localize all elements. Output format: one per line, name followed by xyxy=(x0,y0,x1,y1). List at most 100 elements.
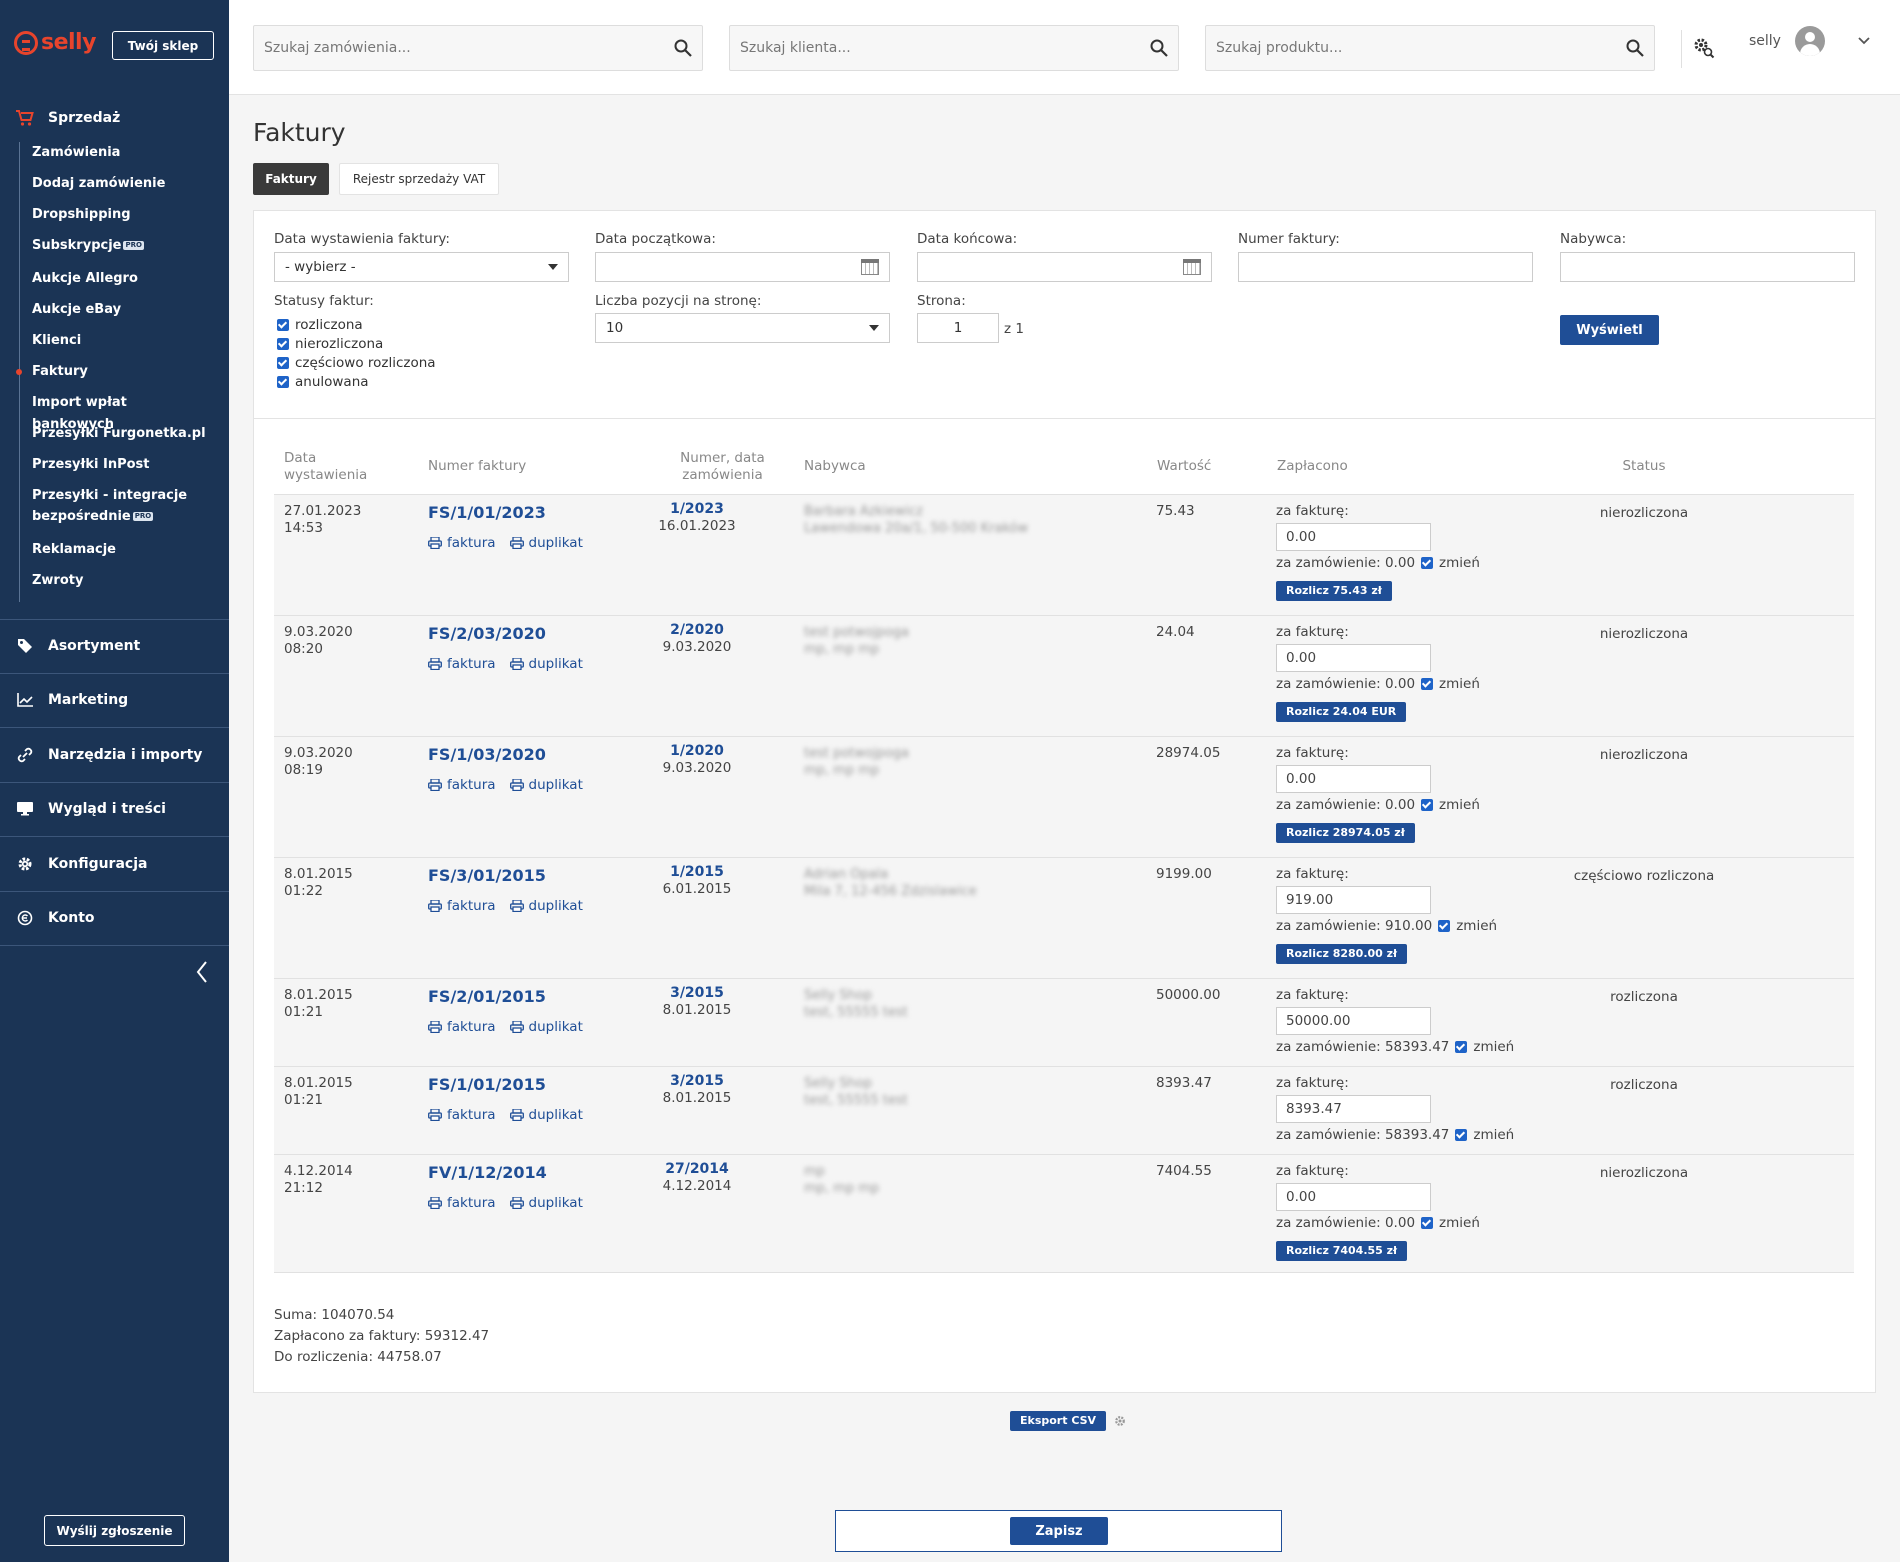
sidebar-section-tools[interactable]: Narzędzia i importy xyxy=(0,740,229,770)
order-number-link[interactable]: 27/2014 xyxy=(665,1161,729,1177)
settle-button[interactable]: Rozlicz 7404.55 zł xyxy=(1276,1241,1408,1261)
calendar-icon[interactable] xyxy=(861,259,879,275)
print-invoice-link[interactable]: faktura xyxy=(428,535,496,551)
column-header-date[interactable]: Data wystawienia xyxy=(284,450,368,483)
sidebar-item-3[interactable]: Subskrypcje PRO xyxy=(20,235,210,257)
print-invoice-link[interactable]: faktura xyxy=(428,777,496,793)
column-header-value[interactable]: Wartość xyxy=(1157,458,1212,474)
status-checkbox-unsettled[interactable]: nierozliczona xyxy=(277,336,383,352)
start-date-input[interactable] xyxy=(595,252,890,282)
status-checkbox-cancelled[interactable]: anulowana xyxy=(277,374,369,390)
sidebar-item-4[interactable]: Aukcje Allegro xyxy=(20,268,210,290)
paid-invoice-input[interactable]: 0.00 xyxy=(1276,765,1431,793)
order-number-link[interactable]: 3/2015 xyxy=(670,1073,724,1089)
checkbox-checked[interactable] xyxy=(277,376,289,388)
buyer-input[interactable] xyxy=(1560,252,1855,282)
print-invoice-link[interactable]: faktura xyxy=(428,656,496,672)
search-orders-input[interactable]: Szukaj zamówienia... xyxy=(253,25,703,71)
settle-button[interactable]: Rozlicz 75.43 zł xyxy=(1276,581,1392,601)
per-page-select[interactable]: 10 xyxy=(595,313,890,343)
show-button[interactable]: Wyświetl xyxy=(1560,315,1659,345)
column-header-order[interactable]: Numer, data zamówienia xyxy=(680,450,765,483)
order-number-link[interactable]: 3/2015 xyxy=(670,985,724,1001)
sidebar-section-config[interactable]: Konfiguracja xyxy=(0,849,229,879)
print-duplicate-link[interactable]: duplikat xyxy=(509,1019,583,1035)
avatar[interactable] xyxy=(1794,26,1825,56)
sidebar-item-1[interactable]: Dodaj zamówienie xyxy=(20,173,210,195)
order-number-link[interactable]: 1/2023 xyxy=(670,501,724,517)
brand-logo[interactable]: selly xyxy=(14,30,96,55)
paid-invoice-input[interactable]: 919.00 xyxy=(1276,886,1431,914)
sidebar-item-13[interactable]: Zwroty xyxy=(20,570,210,592)
end-date-input[interactable] xyxy=(917,252,1212,282)
column-header-invoice-number[interactable]: Numer faktury xyxy=(428,458,527,474)
invoice-number-input[interactable] xyxy=(1238,252,1533,282)
invoice-number-link[interactable]: FS/1/03/2020 xyxy=(428,745,546,764)
sidebar-item-0[interactable]: Zamówienia xyxy=(20,142,210,164)
search-clients-input[interactable]: Szukaj klienta... xyxy=(729,25,1179,71)
checkbox-checked[interactable] xyxy=(277,357,289,369)
tab-vat-register[interactable]: Rejestr sprzedaży VAT xyxy=(339,163,499,195)
invoice-number-link[interactable]: FS/1/01/2015 xyxy=(428,1075,546,1094)
sidebar-item-6[interactable]: Klienci xyxy=(20,330,210,352)
change-checkbox[interactable] xyxy=(1421,557,1434,569)
settle-button[interactable]: Rozlicz 24.04 EUR xyxy=(1276,702,1407,722)
paid-invoice-input[interactable]: 0.00 xyxy=(1276,1183,1431,1211)
paid-invoice-input[interactable]: 50000.00 xyxy=(1276,1007,1431,1035)
sidebar-section-account[interactable]: Konto xyxy=(0,903,229,933)
change-checkbox[interactable] xyxy=(1438,920,1451,932)
status-checkbox-partial[interactable]: częściowo rozliczona xyxy=(277,355,436,371)
chevron-down-icon[interactable] xyxy=(1857,36,1871,46)
invoice-number-link[interactable]: FS/2/01/2015 xyxy=(428,987,546,1006)
checkbox-checked[interactable] xyxy=(277,338,289,350)
your-shop-button[interactable]: Twój sklep xyxy=(112,31,214,60)
print-duplicate-link[interactable]: duplikat xyxy=(509,1107,583,1123)
collapse-sidebar-chevron-icon[interactable] xyxy=(192,960,212,984)
sidebar-item-9[interactable]: Przesyłki Furgonetka.pl xyxy=(20,423,210,445)
invoice-number-link[interactable]: FS/2/03/2020 xyxy=(428,624,546,643)
print-duplicate-link[interactable]: duplikat xyxy=(509,535,583,551)
column-header-buyer[interactable]: Nabywca xyxy=(804,458,866,474)
order-number-link[interactable]: 1/2020 xyxy=(670,743,724,759)
print-invoice-link[interactable]: faktura xyxy=(428,898,496,914)
tab-invoices[interactable]: Faktury xyxy=(253,163,329,195)
settle-button[interactable]: Rozlicz 8280.00 zł xyxy=(1276,944,1408,964)
status-checkbox-settled[interactable]: rozliczona xyxy=(277,317,363,333)
user-menu[interactable]: selly xyxy=(1749,26,1871,56)
sidebar-item-2[interactable]: Dropshipping xyxy=(20,204,210,226)
print-duplicate-link[interactable]: duplikat xyxy=(509,777,583,793)
page-input[interactable]: 1 xyxy=(917,313,999,343)
sidebar-item-10[interactable]: Przesyłki InPost xyxy=(20,454,210,476)
paid-invoice-input[interactable]: 0.00 xyxy=(1276,523,1431,551)
print-duplicate-link[interactable]: duplikat xyxy=(509,656,583,672)
sidebar-item-11[interactable]: Przesyłki - integracje bezpośrednie PRO xyxy=(20,485,210,527)
column-header-paid[interactable]: Zapłacono xyxy=(1277,458,1348,474)
change-checkbox[interactable] xyxy=(1421,1217,1434,1229)
calendar-icon[interactable] xyxy=(1183,259,1201,275)
invoice-number-link[interactable]: FS/3/01/2015 xyxy=(428,866,546,885)
sidebar-item-7[interactable]: Faktury xyxy=(16,361,210,383)
search-icon[interactable] xyxy=(674,39,692,57)
export-csv-button[interactable]: Eksport CSV xyxy=(1010,1411,1107,1431)
settings-search-icon[interactable] xyxy=(1693,37,1715,59)
order-number-link[interactable]: 2/2020 xyxy=(670,622,724,638)
change-checkbox[interactable] xyxy=(1421,678,1434,690)
gear-icon[interactable] xyxy=(1114,1415,1126,1427)
paid-invoice-input[interactable]: 8393.47 xyxy=(1276,1095,1431,1123)
paid-invoice-input[interactable]: 0.00 xyxy=(1276,644,1431,672)
invoice-number-link[interactable]: FS/1/01/2023 xyxy=(428,503,546,522)
search-icon[interactable] xyxy=(1150,39,1168,57)
change-checkbox[interactable] xyxy=(1455,1129,1468,1141)
sidebar-section-asortyment[interactable]: Asortyment xyxy=(0,631,229,661)
search-icon[interactable] xyxy=(1626,39,1644,57)
sidebar-item-8[interactable]: Import wpłat bankowych xyxy=(20,392,210,436)
sidebar-section-marketing[interactable]: Marketing xyxy=(0,685,229,715)
print-duplicate-link[interactable]: duplikat xyxy=(509,898,583,914)
column-header-status[interactable]: Status xyxy=(1622,458,1666,474)
print-invoice-link[interactable]: faktura xyxy=(428,1195,496,1211)
print-invoice-link[interactable]: faktura xyxy=(428,1019,496,1035)
search-products-input[interactable]: Szukaj produktu... xyxy=(1205,25,1655,71)
sidebar-item-12[interactable]: Reklamacje xyxy=(20,539,210,561)
checkbox-checked[interactable] xyxy=(277,319,289,331)
invoice-number-link[interactable]: FV/1/12/2014 xyxy=(428,1163,547,1182)
